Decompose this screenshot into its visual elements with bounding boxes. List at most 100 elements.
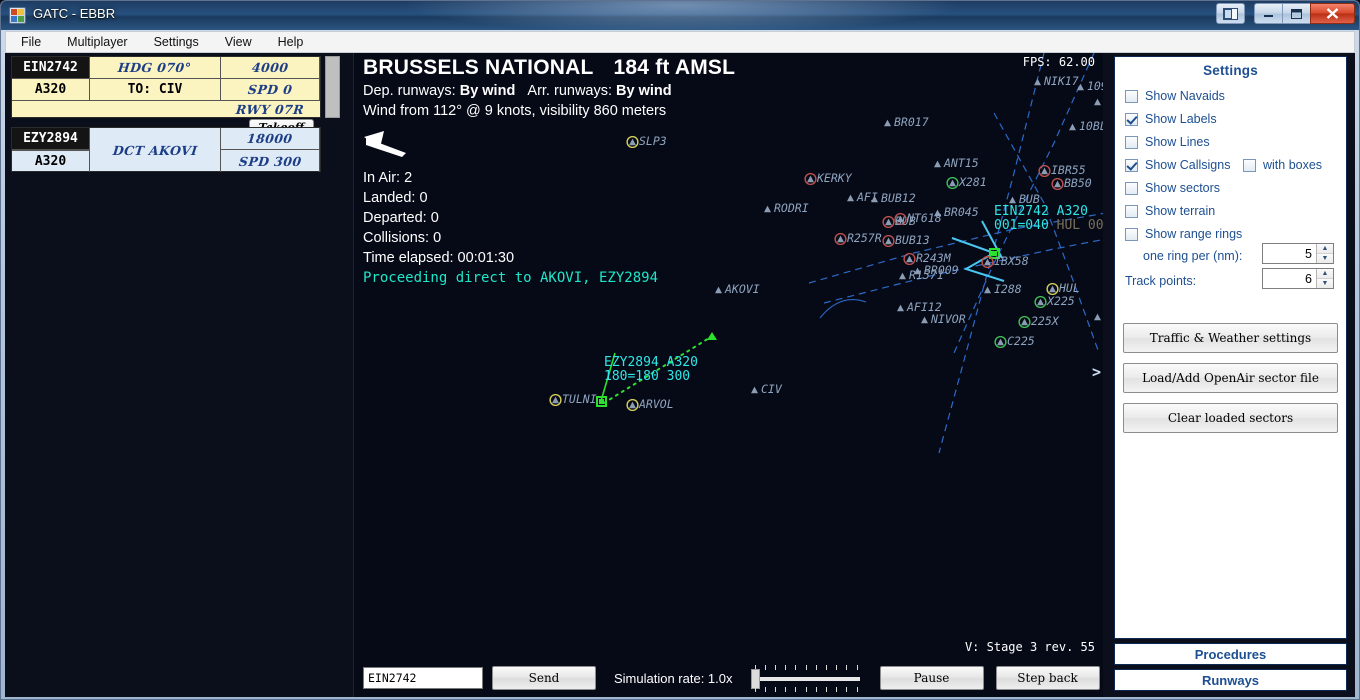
waypoint-kerky[interactable]: KERKY bbox=[804, 171, 852, 185]
client-area: EIN2742 HDG 070° 4000 A320 TO: CIV SPD 0 bbox=[5, 53, 1355, 697]
title-glow bbox=[401, 1, 961, 30]
flight-strip-arrival[interactable]: EZY2894 DCT AKOVI 18000 SPD 300 A320 bbox=[11, 127, 321, 172]
checkbox-box[interactable] bbox=[1125, 227, 1138, 241]
send-button[interactable]: Send bbox=[492, 666, 596, 690]
aircraft-label-ezy2894[interactable]: EZY2894 A320 180=180 300 bbox=[604, 356, 698, 384]
waypoint-br017[interactable]: BR017 bbox=[881, 115, 929, 129]
waypoint-afi12[interactable]: AFI12 bbox=[894, 300, 942, 314]
waypoint-x225[interactable]: X225 bbox=[1034, 294, 1075, 308]
waypoint-symbol-icon bbox=[844, 192, 857, 204]
aircraft-altitude-speed: 180=180 300 bbox=[604, 369, 691, 384]
waypoint-bub[interactable]: BUB bbox=[882, 214, 916, 228]
waypoint-bub[interactable]: BUB bbox=[1006, 192, 1040, 206]
pause-button[interactable]: Pause bbox=[879, 666, 984, 690]
checkbox-show-lines[interactable]: Show Lines bbox=[1125, 135, 1210, 149]
menu-item-file[interactable]: File bbox=[21, 35, 42, 49]
menu-item-multiplayer[interactable]: Multiplayer bbox=[67, 35, 128, 49]
checkbox-box[interactable] bbox=[1125, 135, 1138, 149]
waypoint-rodri[interactable]: RODRI bbox=[761, 201, 809, 215]
waypoint-br009[interactable]: BR009 bbox=[911, 263, 959, 277]
maximize-button[interactable] bbox=[1282, 3, 1311, 24]
ring-spacing-stepper[interactable]: 5 ▲ ▼ bbox=[1262, 243, 1334, 264]
menu-item-settings[interactable]: Settings bbox=[153, 35, 199, 49]
waypoint-symbol-icon bbox=[868, 193, 881, 205]
waypoint-br045[interactable]: BR045 bbox=[931, 205, 979, 219]
load-openair-sector-button[interactable]: Load/Add OpenAir sector file bbox=[1123, 363, 1338, 393]
waypoint-x281[interactable]: X281 bbox=[946, 175, 987, 189]
waypoint-nivor[interactable]: NIVOR bbox=[918, 312, 966, 326]
waypoint-slp3[interactable]: SLP3 bbox=[626, 134, 667, 148]
waypoint-r1571[interactable]: R1571 bbox=[896, 268, 944, 282]
close-button[interactable] bbox=[1310, 3, 1355, 24]
waypoint-ibr55[interactable]: IBR55 bbox=[1038, 163, 1086, 177]
checkbox-box[interactable] bbox=[1125, 204, 1138, 218]
checkbox-box[interactable] bbox=[1243, 158, 1256, 172]
checkbox-show-range-rings[interactable]: Show range rings bbox=[1125, 227, 1242, 241]
waypoint-label: BR045 bbox=[944, 205, 979, 219]
waypoint-bb50[interactable]: BB50 bbox=[1051, 176, 1092, 190]
waypoint-bub13[interactable]: BUB13 bbox=[882, 233, 930, 247]
waypoint-r243m[interactable]: R243M bbox=[903, 251, 951, 265]
waypoint-bub12[interactable]: BUB12 bbox=[868, 191, 916, 205]
waypoint-i288[interactable]: I288 bbox=[981, 282, 1022, 296]
waypoint-label: BR017 bbox=[894, 115, 929, 129]
waypoint-ibx58[interactable]: IBX58 bbox=[981, 254, 1029, 268]
strip-clearance-heading: HDG 070° bbox=[90, 57, 221, 79]
checkbox-box[interactable] bbox=[1125, 181, 1138, 195]
ring-spacing-label: one ring per (nm): bbox=[1143, 249, 1243, 263]
waypoint-civ[interactable]: CIV bbox=[748, 382, 782, 396]
waypoint-ant15[interactable]: ANT15 bbox=[931, 156, 979, 170]
waypoint-nik17[interactable]: NIK17 bbox=[1031, 74, 1079, 88]
waypoint-tulni[interactable]: TULNI bbox=[549, 392, 597, 406]
restore-down-icon[interactable] bbox=[1216, 3, 1245, 24]
waypoint-label: ARVOL bbox=[639, 397, 674, 411]
waypoint-109[interactable]: 109 bbox=[1074, 79, 1103, 93]
checkbox-box[interactable] bbox=[1125, 89, 1138, 103]
settings-group: Settings Show Navaids Show Labels Show L… bbox=[1114, 56, 1347, 639]
section-procedures[interactable]: Procedures bbox=[1114, 643, 1347, 665]
waypoint-label: BUB13 bbox=[895, 233, 930, 247]
stepper-arrows[interactable]: ▲ ▼ bbox=[1316, 269, 1333, 288]
command-input[interactable] bbox=[363, 667, 483, 689]
waypoint-label: I288 bbox=[994, 282, 1022, 296]
stepper-arrows[interactable]: ▲ ▼ bbox=[1316, 244, 1333, 263]
checkbox-show-callsigns[interactable]: Show Callsigns bbox=[1125, 158, 1230, 172]
waypoint-r1[interactable]: R1 bbox=[1091, 94, 1103, 108]
strip-scrollbar[interactable] bbox=[325, 56, 340, 172]
step-back-button[interactable]: Step back bbox=[995, 666, 1100, 690]
clear-loaded-sectors-button[interactable]: Clear loaded sectors bbox=[1123, 403, 1338, 433]
waypoint-symbol-icon bbox=[896, 270, 909, 282]
menu-item-view[interactable]: View bbox=[224, 35, 252, 49]
simulation-rate-slider[interactable] bbox=[750, 661, 864, 695]
track-points-stepper[interactable]: 6 ▲ ▼ bbox=[1262, 268, 1334, 289]
waypoint-label: NIK17 bbox=[1044, 74, 1079, 88]
collapse-right-icon[interactable]: > bbox=[1091, 363, 1101, 381]
traffic-weather-settings-button[interactable]: Traffic & Weather settings bbox=[1123, 323, 1338, 353]
scrollbar-thumb[interactable] bbox=[325, 56, 340, 118]
minimize-button[interactable] bbox=[1254, 3, 1283, 24]
waypoint-10bl[interactable]: 10BL bbox=[1066, 119, 1103, 133]
window-controls bbox=[1216, 3, 1355, 25]
waypoint-c225[interactable]: C225 bbox=[994, 334, 1035, 348]
checkbox-box[interactable] bbox=[1125, 158, 1138, 172]
section-runways[interactable]: Runways bbox=[1114, 669, 1347, 691]
waypoint-nt618[interactable]: NT618 bbox=[894, 211, 942, 225]
waypoint-r257r[interactable]: R257R bbox=[834, 231, 882, 245]
checkbox-show-labels[interactable]: Show Labels bbox=[1125, 112, 1217, 126]
flight-strip-departure[interactable]: EIN2742 HDG 070° 4000 A320 TO: CIV SPD 0 bbox=[11, 56, 321, 136]
waypoint-arvol[interactable]: ARVOL bbox=[626, 397, 674, 411]
checkbox-box[interactable] bbox=[1125, 112, 1138, 126]
checkbox-show-terrain[interactable]: Show terrain bbox=[1125, 204, 1215, 218]
checkbox-show-navaids[interactable]: Show Navaids bbox=[1125, 89, 1225, 103]
waypoint-br01[interactable]: BR01 bbox=[1091, 309, 1103, 323]
waypoint-akovi[interactable]: AKOVI bbox=[712, 282, 760, 296]
checkbox-with-boxes[interactable]: with boxes bbox=[1243, 158, 1322, 172]
radar-display[interactable]: BRUSSELS NATIONAL 184 ft AMSL Dep. runway… bbox=[353, 53, 1103, 697]
waypoint-symbol-icon bbox=[931, 207, 944, 219]
menu-item-help[interactable]: Help bbox=[277, 35, 304, 49]
waypoint-225x[interactable]: 225X bbox=[1018, 314, 1059, 328]
checkbox-show-sectors[interactable]: Show sectors bbox=[1125, 181, 1220, 195]
slider-thumb[interactable] bbox=[750, 669, 760, 689]
waypoint-hul[interactable]: HUL bbox=[1046, 281, 1080, 295]
